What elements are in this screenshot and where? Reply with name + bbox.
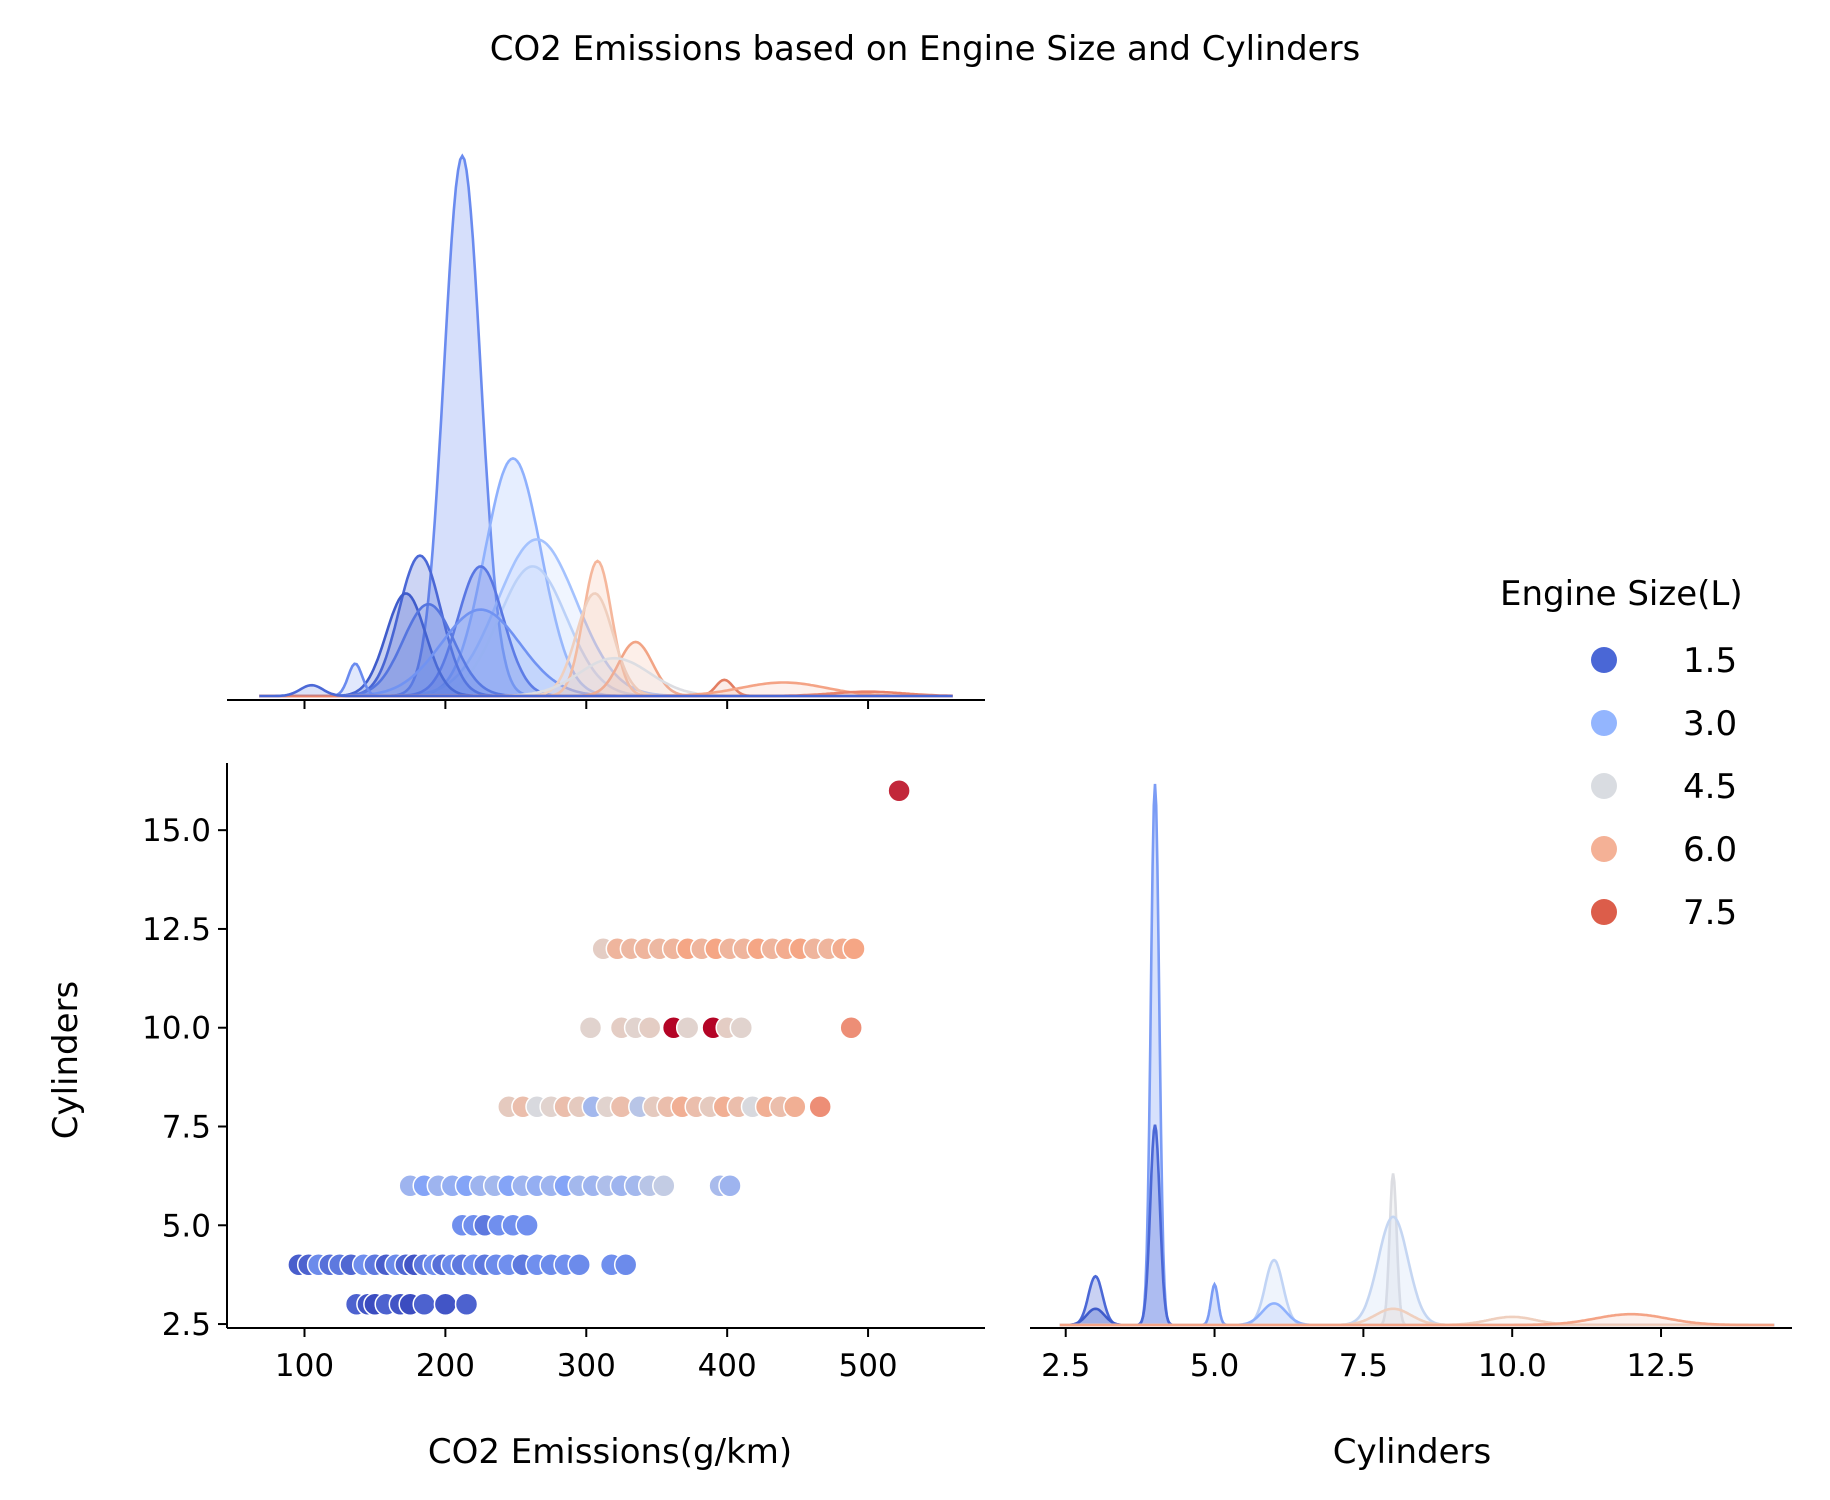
scatter-point-36 — [454, 1292, 479, 1317]
scatter-y-tick-label-5: 15.0 — [142, 813, 211, 849]
cylinders-kde-x-tick-label-3: 10.0 — [1478, 1348, 1547, 1384]
emissions-kde-area-11 — [259, 593, 953, 696]
scatter-point-94 — [729, 1015, 754, 1040]
legend-marker-2 — [1591, 773, 1617, 799]
scatter-point-95 — [839, 1015, 863, 1040]
scatter-point-63 — [718, 1174, 742, 1198]
legend-marker-0 — [1591, 647, 1617, 673]
scatter-y-tick-label-3: 10.0 — [142, 1011, 211, 1047]
scatter-point-35 — [433, 1292, 458, 1317]
scatter-point-115 — [887, 778, 911, 803]
scatter-point-25 — [567, 1253, 591, 1277]
scatter-point-85 — [808, 1094, 832, 1119]
legend-marker-1 — [1591, 710, 1617, 736]
scatter-point-42 — [515, 1213, 539, 1238]
scatter-point-86 — [578, 1015, 603, 1040]
cylinders-kde-area-11 — [1059, 1314, 1775, 1325]
scatter-point-61 — [652, 1174, 676, 1198]
scatter-point-84 — [783, 1094, 807, 1119]
scatter-y-axis-label: Cylinders — [46, 981, 86, 1140]
cylinders-kde-x-tick-label-4: 12.5 — [1627, 1348, 1696, 1384]
scatter-point-34 — [412, 1292, 436, 1317]
scatter-point-114 — [842, 936, 866, 961]
scatter-y-tick-label-2: 7.5 — [162, 1109, 211, 1145]
scatter-point-91 — [675, 1015, 700, 1040]
cylinders-kde-area-8 — [1059, 1216, 1775, 1325]
cylinders-kde-x-tick-label-1: 5.0 — [1190, 1348, 1239, 1384]
scatter-x-tick-label-0: 100 — [275, 1348, 334, 1384]
emissions-kde-area-4 — [259, 555, 953, 696]
cylinders-kde-line-11 — [1059, 1312, 1775, 1327]
legend-label-4: 7.5 — [1683, 893, 1737, 933]
scatter-y-tick-label-4: 12.5 — [142, 912, 211, 948]
scatter-point-89 — [637, 1015, 662, 1040]
emissions-kde-line-17 — [259, 683, 953, 698]
emissions-kde-area-2 — [259, 539, 953, 696]
chart-title: CO2 Emissions based on Engine Size and C… — [490, 29, 1361, 69]
scatter-panel: 100 200 300 400 500 2.5 5.0 7.5 10.0 12.5 15.0 — [142, 763, 985, 1384]
legend-label-3: 6.0 — [1683, 830, 1737, 870]
scatter-point-27 — [613, 1253, 638, 1277]
emissions-kde-area-8 — [259, 609, 953, 696]
cylinders-kde-area-9 — [1059, 1308, 1775, 1325]
emissions-kde-area-13 — [259, 658, 953, 696]
cylinders-kde-panel: 2.5 5.0 7.5 10.0 12.5 — [1030, 783, 1792, 1384]
scatter-x-axis-label: CO2 Emissions(g/km) — [428, 1432, 792, 1472]
scatter-y-tick-label-0: 2.5 — [162, 1307, 211, 1343]
legend: Engine Size(L) 1.5 3.0 4.5 6.0 7.5 — [1500, 574, 1743, 933]
legend-label-1: 3.0 — [1683, 704, 1737, 744]
emissions-kde-area-10 — [259, 561, 953, 696]
scatter-x-tick-label-4: 500 — [838, 1348, 897, 1384]
legend-label-2: 4.5 — [1683, 767, 1737, 807]
legend-marker-4 — [1591, 899, 1617, 925]
legend-label-0: 1.5 — [1683, 641, 1737, 681]
legend-title: Engine Size(L) — [1500, 574, 1743, 614]
emissions-kde-area-7 — [259, 604, 953, 696]
legend-marker-3 — [1591, 836, 1617, 862]
cylinders-kde-x-axis-label: Cylinders — [1333, 1432, 1492, 1472]
cylinders-kde-x-tick-label-2: 7.5 — [1339, 1348, 1388, 1384]
emissions-kde-area-6 — [259, 593, 953, 696]
scatter-x-tick-label-3: 400 — [698, 1348, 757, 1384]
scatter-x-tick-label-2: 300 — [557, 1348, 616, 1384]
emissions-kde-area-17 — [259, 685, 953, 696]
scatter-y-tick-label-1: 5.0 — [162, 1208, 211, 1244]
emissions-kde-area-15 — [259, 682, 953, 696]
emissions-kde-panel — [227, 153, 985, 709]
cylinders-kde-x-tick-label-0: 2.5 — [1041, 1348, 1090, 1384]
scatter-x-tick-label-1: 200 — [416, 1348, 475, 1384]
